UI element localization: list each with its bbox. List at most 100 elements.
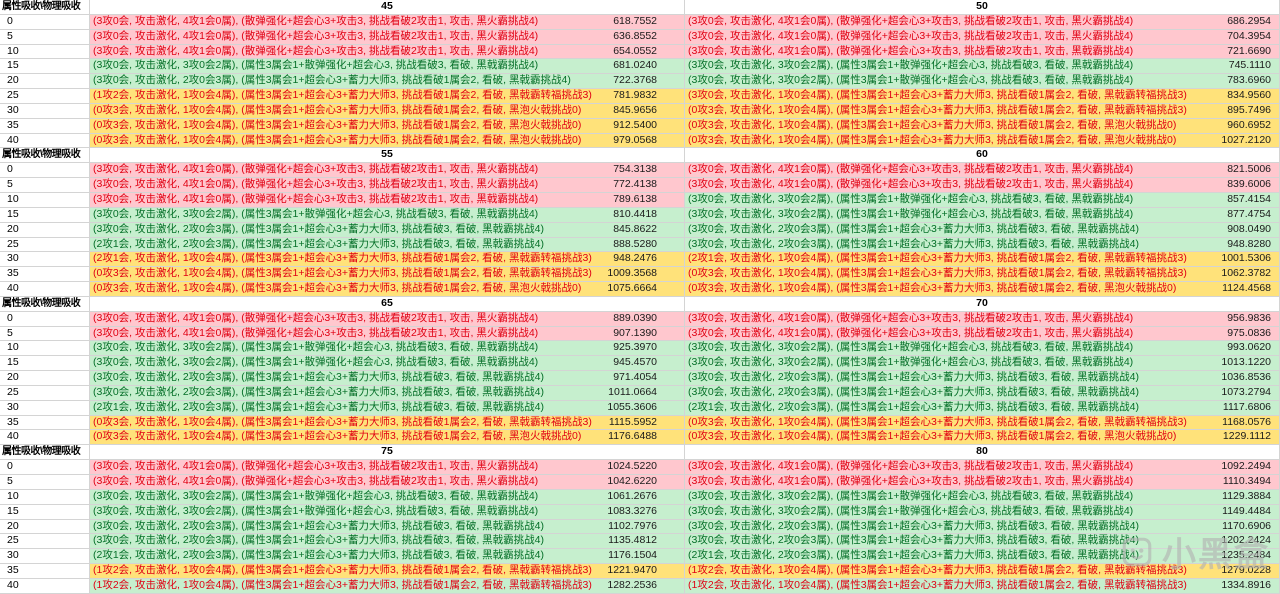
column-header-cell[interactable]: 60 [685,148,1280,164]
data-cell[interactable]: (3攻0会, 攻击激化, 4攻1会0属), (散弹强化+超会心3+攻击3, 挑战… [90,311,685,327]
data-cell[interactable]: (3攻0会, 攻击激化, 2攻0会3属), (属性3属会1+超会心3+蓄力大师3… [685,385,1280,401]
data-cell[interactable]: (3攻0会, 攻击激化, 4攻1会0属), (散弹强化+超会心3+攻击3, 挑战… [685,311,1280,327]
data-cell[interactable]: (2攻1会, 攻击激化, 2攻0会3属), (属性3属会1+超会心3+蓄力大师3… [685,400,1280,416]
data-cell[interactable]: (2攻1会, 攻击激化, 2攻0会3属), (属性3属会1+超会心3+蓄力大师3… [90,549,685,565]
data-cell[interactable]: (2攻1会, 攻击激化, 2攻0会3属), (属性3属会1+超会心3+蓄力大师3… [90,400,685,416]
row-label-cell[interactable]: 40 [0,133,90,149]
row-label-cell[interactable]: 15 [0,356,90,372]
data-cell[interactable]: (3攻0会, 攻击激化, 2攻0会3属), (属性3属会1+超会心3+蓄力大师3… [685,371,1280,386]
row-label-cell[interactable]: 20 [0,371,90,386]
data-cell[interactable]: (3攻0会, 攻击激化, 2攻0会3属), (属性3属会1+超会心3+蓄力大师3… [90,519,685,535]
column-header-cell[interactable]: 55 [90,148,685,164]
data-cell[interactable]: (3攻0会, 攻击激化, 2攻0会3属), (属性3属会1+超会心3+蓄力大师3… [685,222,1280,238]
data-cell[interactable]: (3攻0会, 攻击激化, 4攻1会0属), (散弹强化+超会心3+攻击3, 挑战… [90,163,685,179]
data-cell[interactable]: (0攻3会, 攻击激化, 1攻0会4属), (属性3属会1+超会心3+蓄力大师3… [90,133,685,149]
data-cell[interactable]: (3攻0会, 攻击激化, 3攻0会2属), (属性3属会1+散弹强化+超会心3,… [90,489,685,505]
data-cell[interactable]: (3攻0会, 攻击激化, 3攻0会2属), (属性3属会1+散弹强化+超会心3,… [685,356,1280,372]
data-cell[interactable]: (3攻0会, 攻击激化, 3攻0会2属), (属性3属会1+散弹强化+超会心3,… [685,489,1280,505]
row-label-cell[interactable]: 40 [0,282,90,297]
corner-header-cell[interactable]: 属性吸收\物理吸收 [0,0,90,15]
row-label-cell[interactable]: 15 [0,59,90,75]
data-cell[interactable]: (1攻2会, 攻击激化, 1攻0会4属), (属性3属会1+超会心3+蓄力大师3… [90,89,685,104]
row-label-cell[interactable]: 30 [0,400,90,416]
data-cell[interactable]: (3攻0会, 攻击激化, 2攻0会3属), (属性3属会1+超会心3+蓄力大师3… [685,237,1280,253]
row-label-cell[interactable]: 20 [0,222,90,238]
data-cell[interactable]: (3攻0会, 攻击激化, 3攻0会2属), (属性3属会1+散弹强化+超会心3,… [685,59,1280,75]
data-cell[interactable]: (0攻3会, 攻击激化, 1攻0会4属), (属性3属会1+超会心3+蓄力大师3… [90,430,685,446]
data-cell[interactable]: (3攻0会, 攻击激化, 2攻0会3属), (属性3属会1+超会心3+蓄力大师3… [685,519,1280,535]
data-cell[interactable]: (3攻0会, 攻击激化, 4攻1会0属), (散弹强化+超会心3+攻击3, 挑战… [90,44,685,60]
data-cell[interactable]: (0攻3会, 攻击激化, 1攻0会4属), (属性3属会1+超会心3+蓄力大师3… [90,103,685,119]
data-cell[interactable]: (0攻3会, 攻击激化, 1攻0会4属), (属性3属会1+超会心3+蓄力大师3… [685,282,1280,297]
data-cell[interactable]: (3攻0会, 攻击激化, 2攻0会3属), (属性3属会1+超会心3+蓄力大师3… [90,534,685,550]
data-cell[interactable]: (0攻3会, 攻击激化, 1攻0会4属), (属性3属会1+超会心3+蓄力大师3… [90,415,685,431]
data-cell[interactable]: (2攻1会, 攻击激化, 1攻0会4属), (属性3属会1+超会心3+蓄力大师3… [90,252,685,268]
data-cell[interactable]: (3攻0会, 攻击激化, 4攻1会0属), (散弹强化+超会心3+攻击3, 挑战… [90,475,685,490]
data-cell[interactable]: (1攻2会, 攻击激化, 1攻0会4属), (属性3属会1+超会心3+蓄力大师3… [685,578,1280,594]
data-cell[interactable]: (0攻3会, 攻击激化, 1攻0会4属), (属性3属会1+超会心3+蓄力大师3… [685,415,1280,431]
data-cell[interactable]: (0攻3会, 攻击激化, 1攻0会4属), (属性3属会1+超会心3+蓄力大师3… [685,267,1280,283]
data-cell[interactable]: (3攻0会, 攻击激化, 3攻0会2属), (属性3属会1+散弹强化+超会心3,… [685,504,1280,520]
row-label-cell[interactable]: 40 [0,430,90,446]
data-cell[interactable]: (3攻0会, 攻击激化, 3攻0会2属), (属性3属会1+散弹强化+超会心3,… [90,504,685,520]
data-cell[interactable]: (3攻0会, 攻击激化, 2攻0会3属), (属性3属会1+超会心3+蓄力大师3… [90,222,685,238]
data-cell[interactable]: (3攻0会, 攻击激化, 3攻0会2属), (属性3属会1+散弹强化+超会心3,… [685,207,1280,223]
data-cell[interactable]: (3攻0会, 攻击激化, 3攻0会2属), (属性3属会1+散弹强化+超会心3,… [90,59,685,75]
data-cell[interactable]: (0攻3会, 攻击激化, 1攻0会4属), (属性3属会1+超会心3+蓄力大师3… [685,118,1280,134]
data-cell[interactable]: (2攻1会, 攻击激化, 2攻0会3属), (属性3属会1+超会心3+蓄力大师3… [685,549,1280,565]
row-label-cell[interactable]: 10 [0,489,90,505]
row-label-cell[interactable]: 15 [0,504,90,520]
data-cell[interactable]: (3攻0会, 攻击激化, 4攻1会0属), (散弹强化+超会心3+攻击3, 挑战… [685,475,1280,490]
row-label-cell[interactable]: 35 [0,415,90,431]
row-label-cell[interactable]: 0 [0,311,90,327]
row-label-cell[interactable]: 35 [0,118,90,134]
column-header-cell[interactable]: 50 [685,0,1280,15]
data-cell[interactable]: (0攻3会, 攻击激化, 1攻0会4属), (属性3属会1+超会心3+蓄力大师3… [685,430,1280,446]
data-cell[interactable]: (3攻0会, 攻击激化, 2攻0会3属), (属性3属会1+超会心3+蓄力大师3… [90,371,685,386]
corner-header-cell[interactable]: 属性吸收\物理吸收 [0,148,90,164]
data-cell[interactable]: (3攻0会, 攻击激化, 4攻1会0属), (散弹强化+超会心3+攻击3, 挑战… [685,29,1280,45]
data-cell[interactable]: (3攻0会, 攻击激化, 4攻1会0属), (散弹强化+超会心3+攻击3, 挑战… [685,163,1280,179]
column-header-cell[interactable]: 80 [685,445,1280,461]
data-cell[interactable]: (3攻0会, 攻击激化, 4攻1会0属), (散弹强化+超会心3+攻击3, 挑战… [685,326,1280,342]
row-label-cell[interactable]: 20 [0,74,90,90]
row-label-cell[interactable]: 0 [0,14,90,30]
row-label-cell[interactable]: 5 [0,178,90,193]
row-label-cell[interactable]: 25 [0,534,90,550]
data-cell[interactable]: (0攻3会, 攻击激化, 1攻0会4属), (属性3属会1+超会心3+蓄力大师3… [90,282,685,297]
data-cell[interactable]: (3攻0会, 攻击激化, 3攻0会2属), (属性3属会1+散弹强化+超会心3,… [685,341,1280,357]
row-label-cell[interactable]: 10 [0,341,90,357]
data-cell[interactable]: (3攻0会, 攻击激化, 4攻1会0属), (散弹强化+超会心3+攻击3, 挑战… [90,326,685,342]
row-label-cell[interactable]: 15 [0,207,90,223]
row-label-cell[interactable]: 40 [0,578,90,594]
data-cell[interactable]: (1攻2会, 攻击激化, 1攻0会4属), (属性3属会1+超会心3+蓄力大师3… [90,564,685,579]
data-cell[interactable]: (3攻0会, 攻击激化, 3攻0会2属), (属性3属会1+散弹强化+超会心3,… [90,341,685,357]
data-cell[interactable]: (3攻0会, 攻击激化, 4攻1会0属), (散弹强化+超会心3+攻击3, 挑战… [685,460,1280,475]
data-cell[interactable]: (0攻3会, 攻击激化, 1攻0会4属), (属性3属会1+超会心3+蓄力大师3… [90,118,685,134]
row-label-cell[interactable]: 0 [0,163,90,179]
row-label-cell[interactable]: 20 [0,519,90,535]
data-cell[interactable]: (0攻3会, 攻击激化, 1攻0会4属), (属性3属会1+超会心3+蓄力大师3… [685,133,1280,149]
row-label-cell[interactable]: 25 [0,89,90,104]
data-cell[interactable]: (3攻0会, 攻击激化, 4攻1会0属), (散弹强化+超会心3+攻击3, 挑战… [90,192,685,208]
row-label-cell[interactable]: 30 [0,549,90,565]
data-cell[interactable]: (0攻3会, 攻击激化, 1攻0会4属), (属性3属会1+超会心3+蓄力大师3… [685,103,1280,119]
data-cell[interactable]: (1攻2会, 攻击激化, 1攻0会4属), (属性3属会1+超会心3+蓄力大师3… [685,564,1280,579]
column-header-cell[interactable]: 65 [90,296,685,312]
data-cell[interactable]: (3攻0会, 攻击激化, 4攻1会0属), (散弹强化+超会心3+攻击3, 挑战… [90,14,685,30]
data-cell[interactable]: (3攻0会, 攻击激化, 4攻1会0属), (散弹强化+超会心3+攻击3, 挑战… [685,14,1280,30]
data-cell[interactable]: (3攻0会, 攻击激化, 3攻0会2属), (属性3属会1+散弹强化+超会心3,… [685,192,1280,208]
data-cell[interactable]: (3攻0会, 攻击激化, 4攻1会0属), (散弹强化+超会心3+攻击3, 挑战… [90,460,685,475]
corner-header-cell[interactable]: 属性吸收\物理吸收 [0,296,90,312]
row-label-cell[interactable]: 5 [0,29,90,45]
column-header-cell[interactable]: 75 [90,445,685,461]
data-cell[interactable]: (3攻0会, 攻击激化, 4攻1会0属), (散弹强化+超会心3+攻击3, 挑战… [90,29,685,45]
data-cell[interactable]: (3攻0会, 攻击激化, 3攻0会2属), (属性3属会1+散弹强化+超会心3,… [90,356,685,372]
row-label-cell[interactable]: 10 [0,44,90,60]
data-cell[interactable]: (3攻0会, 攻击激化, 1攻0会4属), (属性3属会1+超会心3+蓄力大师3… [685,89,1280,104]
row-label-cell[interactable]: 0 [0,460,90,475]
row-label-cell[interactable]: 30 [0,103,90,119]
column-header-cell[interactable]: 70 [685,296,1280,312]
row-label-cell[interactable]: 25 [0,385,90,401]
row-label-cell[interactable]: 35 [0,564,90,579]
